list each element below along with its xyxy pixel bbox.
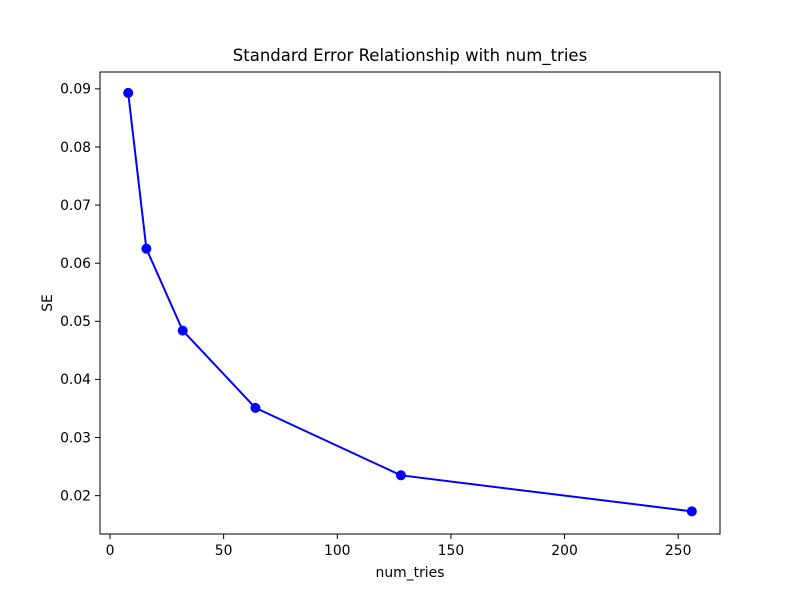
- data-point-marker: [177, 325, 188, 336]
- x-tick-label: 150: [438, 543, 465, 559]
- y-axis-label: SE: [40, 294, 56, 312]
- data-point-marker: [395, 470, 406, 481]
- x-tick-label: 50: [215, 543, 233, 559]
- x-tick-label: 250: [665, 543, 692, 559]
- chart-title: Standard Error Relationship with num_tri…: [233, 46, 587, 66]
- y-tick-label: 0.03: [60, 430, 91, 446]
- data-point-marker: [686, 506, 697, 517]
- plot-area-border: [99, 71, 721, 535]
- y-tick-label: 0.08: [60, 140, 91, 156]
- x-axis-label: num_tries: [376, 565, 445, 581]
- data-point-marker: [141, 243, 152, 254]
- y-tick-label: 0.02: [60, 488, 91, 504]
- data-point-marker: [123, 87, 134, 98]
- y-tick-label: 0.06: [60, 256, 91, 272]
- x-tick-label: 0: [106, 543, 115, 559]
- x-tick-label: 200: [551, 543, 578, 559]
- y-tick-label: 0.04: [60, 372, 91, 388]
- series-line: [127, 91, 693, 513]
- x-tick-label: 100: [324, 543, 351, 559]
- y-tick-label: 0.05: [60, 314, 91, 330]
- y-tick-label: 0.09: [60, 82, 91, 98]
- y-tick-label: 0.07: [60, 198, 91, 214]
- data-point-marker: [250, 402, 261, 413]
- axis-ticks: 0 50 100 150 200 250 0.02 0.03 0.04 0.05 0.06 0.07 0…: [60, 82, 691, 559]
- data-series: [123, 87, 697, 517]
